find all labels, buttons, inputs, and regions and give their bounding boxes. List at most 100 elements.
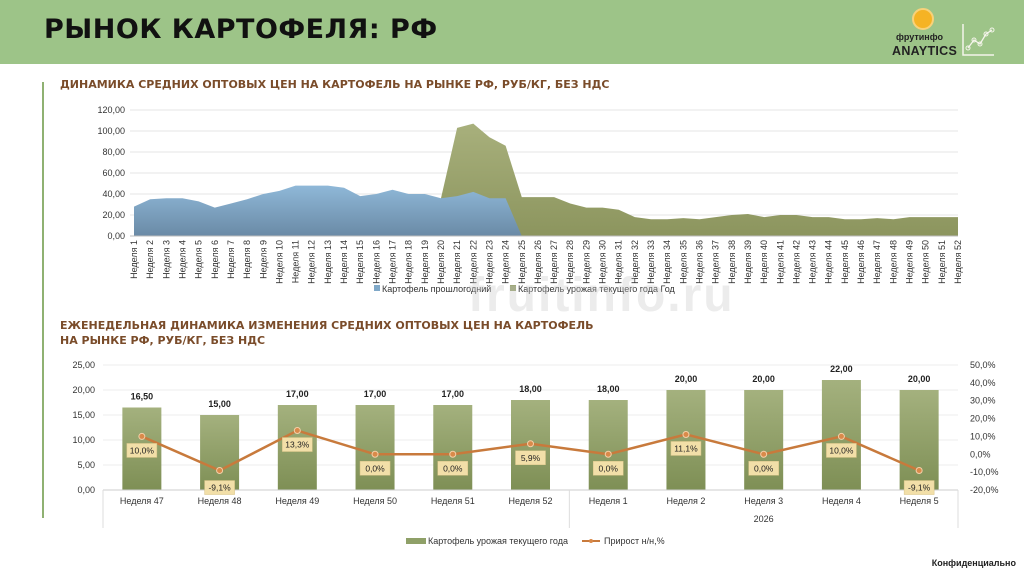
growth-value-label: 0,0% (443, 463, 463, 473)
legend-label-last-year: Картофель прошлогодний (382, 284, 491, 294)
x-tick-label: Неделя 22 (468, 240, 478, 284)
growth-point (371, 450, 379, 458)
x-tick-label: Неделя 1 (589, 496, 628, 506)
y2-tick-label: 50,0% (970, 360, 996, 370)
bar (433, 405, 473, 490)
growth-point (604, 450, 612, 458)
x-tick-label: Неделя 41 (775, 240, 785, 284)
x-tick-label: Неделя 1 (129, 240, 139, 279)
x-tick-label: Неделя 5 (194, 240, 204, 279)
growth-label-box (670, 441, 702, 456)
x-tick-label: Неделя 2 (145, 240, 155, 279)
bar (588, 400, 628, 490)
y2-tick-label: 30,0% (970, 396, 996, 406)
x-tick-label: Неделя 39 (743, 240, 753, 284)
y-tick-label: 20,00 (102, 210, 125, 220)
bar-value-label: 15,00 (208, 399, 231, 409)
growth-point (682, 430, 690, 438)
x-tick-label: Неделя 12 (307, 240, 317, 284)
x-tick-label: Неделя 31 (614, 240, 624, 284)
growth-point (915, 467, 923, 475)
bar-value-label: 18,00 (519, 384, 542, 394)
growth-label-box (437, 461, 469, 476)
growth-label-box (126, 443, 158, 458)
y-tick-label: 80,00 (102, 147, 125, 157)
x-tick-label: Неделя 15 (355, 240, 365, 284)
y-tick-label: 60,00 (102, 168, 125, 178)
bar (355, 405, 395, 490)
confidential-label: Конфиденциально (931, 558, 1016, 568)
growth-value-label: 5,9% (521, 453, 541, 463)
x-tick-label: Неделя 13 (323, 240, 333, 284)
x-tick-label: Неделя 26 (533, 240, 543, 284)
x-tick-label: Неделя 14 (339, 240, 349, 284)
x-tick-label: Неделя 27 (549, 240, 559, 284)
x-tick-label: Неделя 21 (452, 240, 462, 284)
x-tick-label: Неделя 48 (888, 240, 898, 284)
fruitinfo-analytics-logo: фрутинфо ANAYTICS (890, 6, 1020, 60)
x-tick-label: Неделя 43 (808, 240, 818, 284)
x-tick-label: Неделя 32 (630, 240, 640, 284)
y2-tick-label: -10,0% (970, 467, 999, 477)
page-title: РЫНОК КАРТОФЕЛЯ: РФ (44, 14, 438, 45)
y-tick-label: 10,00 (72, 435, 95, 445)
growth-value-label: -9,1% (908, 483, 931, 493)
x-tick-label: Неделя 23 (484, 240, 494, 284)
logo-product: ANAYTICS (892, 44, 958, 58)
x-tick-label: Неделя 20 (436, 240, 446, 284)
bar-value-label: 20,00 (675, 374, 698, 384)
x-tick-label: Неделя 28 (565, 240, 575, 284)
bar-value-label: 17,00 (364, 389, 387, 399)
chart2-title-line1: ЕЖЕНЕДЕЛЬНАЯ ДИНАМИКА ИЗМЕНЕНИЯ СРЕДНИХ … (60, 319, 594, 332)
y-tick-label: 0,00 (107, 231, 125, 241)
growth-value-label: 10,0% (130, 445, 155, 455)
x-tick-label: Неделя 2 (667, 496, 706, 506)
x-tick-label: Неделя 44 (824, 240, 834, 284)
x-tick-label: Неделя 16 (371, 240, 381, 284)
bar-value-label: 17,00 (286, 389, 309, 399)
growth-label-box (903, 480, 935, 495)
growth-point (527, 440, 534, 448)
x-tick-label: Неделя 7 (226, 240, 236, 279)
legend-swatch-current-year (510, 285, 516, 291)
x-tick-label: Неделя 47 (120, 496, 164, 506)
x-tick-label: Неделя 9 (258, 240, 268, 279)
growth-value-label: 0,0% (754, 463, 774, 473)
watermark: fruitinfo.ru (468, 269, 735, 322)
area-last-year (134, 185, 522, 236)
y2-tick-label: -20,0% (970, 485, 999, 495)
legend-swatch-marker (589, 539, 593, 543)
x-tick-label: Неделя 50 (353, 496, 397, 506)
x-group-label: 2026 (754, 514, 774, 524)
x-tick-label: Неделя 25 (517, 240, 527, 284)
growth-point (293, 427, 301, 435)
x-tick-label: Неделя 40 (759, 240, 769, 284)
x-tick-label: Неделя 8 (242, 240, 252, 279)
growth-label-box (748, 461, 779, 476)
y-tick-label: 100,00 (97, 126, 125, 136)
chart2-title-line2: НА РЫНКЕ РФ, РУБ/КГ, БЕЗ НДС (60, 334, 266, 347)
growth-value-label: 10,0% (829, 445, 854, 455)
x-tick-label: Неделя 46 (856, 240, 866, 284)
y2-tick-label: 0,0% (970, 449, 991, 459)
x-tick-label: Неделя 37 (711, 240, 721, 284)
bar-value-label: 20,00 (752, 374, 775, 384)
growth-label-box (515, 450, 546, 465)
x-tick-label: Неделя 3 (744, 496, 783, 506)
y-tick-label: 5,00 (77, 460, 95, 470)
bar-value-label: 17,00 (442, 389, 465, 399)
legend-swatch-bars (406, 538, 426, 544)
growth-point (837, 432, 845, 440)
logo-brand: фрутинфо (896, 32, 943, 42)
orange-slice-icon (912, 8, 934, 30)
x-tick-label: Неделя 17 (388, 240, 398, 284)
x-tick-label: Неделя 18 (404, 240, 414, 284)
legend-swatch-last-year (374, 285, 380, 291)
bar (200, 415, 240, 490)
growth-value-label: -9,1% (208, 483, 231, 493)
price-dynamics-area-chart: 0,00 20,00 40,00 60,00 80,00 100,00 120,00 Неде… (97, 105, 963, 294)
legend-label-line: Прирост н/н,% (604, 536, 665, 546)
growth-point (138, 432, 146, 440)
y2-tick-label: 40,0% (970, 378, 996, 388)
x-tick-label: Неделя 42 (791, 240, 801, 284)
